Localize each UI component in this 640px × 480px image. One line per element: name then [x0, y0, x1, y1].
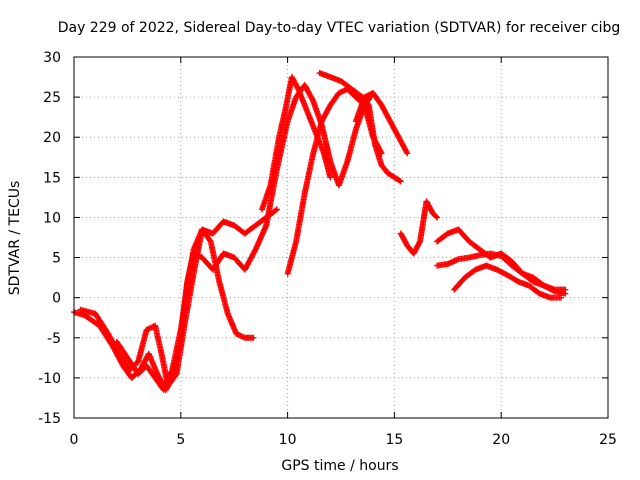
y-tick-label: 20 [43, 130, 61, 146]
series-arc-9 [397, 198, 441, 257]
x-tick-label: 5 [176, 432, 185, 448]
y-tick-label: 5 [52, 251, 61, 267]
data-point [273, 206, 280, 213]
tick-labels: 0 5 10 15 20 25 -15 -10 -5 0 5 10 15 20 25 30 [38, 50, 617, 448]
x-tick-label: 0 [70, 432, 79, 448]
y-tick-label: -15 [38, 411, 61, 427]
plot-frame [73, 56, 609, 419]
plot-marks [71, 70, 569, 393]
series-arc-3 [113, 206, 280, 393]
data-point [206, 237, 213, 244]
grid-lines [74, 57, 608, 418]
x-tick-label: 10 [279, 432, 297, 448]
data-point [404, 150, 411, 157]
x-tick-label: 25 [599, 432, 617, 448]
series-arc-5 [263, 82, 377, 229]
data-point [434, 214, 441, 221]
y-tick-label: 10 [43, 210, 61, 226]
data-point [397, 178, 404, 185]
x-tick-label: 20 [492, 432, 510, 448]
series-arc-8 [352, 90, 411, 157]
y-tick-label: -10 [38, 371, 61, 387]
chart-title: Day 229 of 2022, Sidereal Day-to-day VTE… [58, 20, 621, 36]
data-point [327, 174, 334, 181]
series-arc-2 [77, 226, 257, 389]
data-point [250, 334, 257, 341]
series-arc-12 [451, 262, 565, 301]
y-tick-label: 0 [52, 291, 61, 307]
y-tick-label: -5 [47, 331, 61, 347]
data-point [272, 207, 279, 214]
data-point [396, 177, 403, 184]
x-axis-label: GPS time / hours [281, 458, 398, 474]
y-tick-label: 25 [43, 90, 61, 106]
y-axis-label: SDTVAR / TECUs [7, 181, 23, 296]
data-point [558, 294, 565, 301]
data-point [172, 372, 179, 379]
data-point [562, 290, 569, 297]
series-arc-7 [316, 70, 404, 185]
y-tick-label: 30 [43, 50, 61, 66]
y-tick-label: 15 [43, 170, 61, 186]
data-point [433, 213, 440, 220]
x-tick-label: 15 [385, 432, 403, 448]
series-arc-11 [434, 250, 569, 297]
